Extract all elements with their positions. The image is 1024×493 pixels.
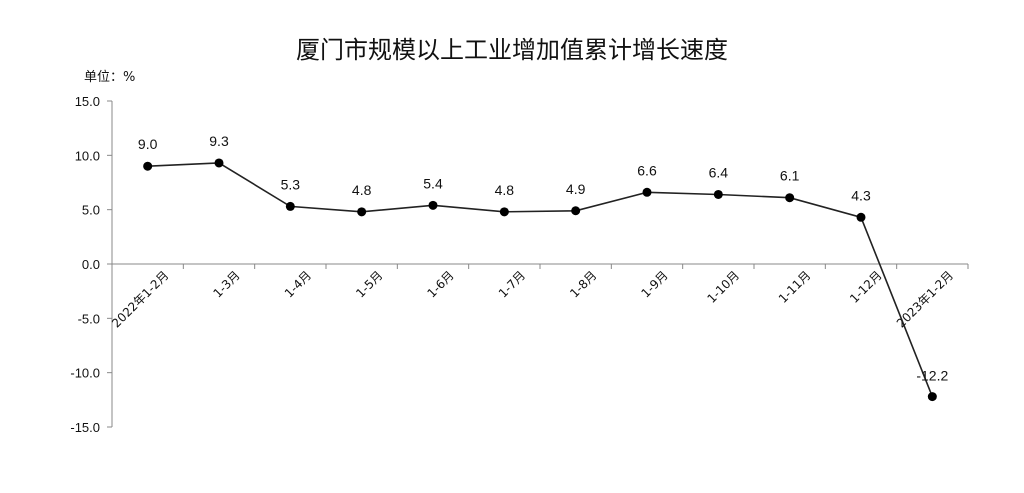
y-ticks: 15.0 10.0 5.0 0.0 -5.0 -10.0 -15.0	[70, 94, 112, 435]
data-markers	[143, 158, 937, 402]
data-label: 5.4	[423, 175, 443, 191]
y-tick-label: -5.0	[78, 311, 100, 326]
data-label: 4.3	[851, 187, 871, 203]
data-point	[856, 212, 866, 222]
data-point	[713, 189, 723, 199]
data-label: 4.8	[352, 182, 372, 198]
x-tick-label: 1-9月	[639, 268, 671, 300]
data-label: 4.8	[495, 182, 515, 198]
data-point	[785, 193, 795, 203]
data-label: 9.0	[138, 136, 158, 152]
data-label: 6.6	[637, 162, 657, 178]
data-point	[571, 206, 581, 216]
data-point	[357, 207, 367, 217]
y-tick-label: 5.0	[82, 203, 100, 218]
y-tick-label: 10.0	[75, 148, 100, 163]
y-tick-label: -15.0	[70, 420, 100, 435]
series-line	[147, 162, 934, 397]
x-tick-label: 1-11月	[776, 268, 814, 306]
unit-label: 单位：%	[84, 70, 135, 85]
x-tick-label: 1-5月	[353, 268, 385, 300]
data-label: 9.3	[209, 133, 229, 149]
x-tick-label: 1-4月	[282, 268, 314, 300]
x-tick-label: 1-10月	[704, 268, 742, 306]
data-point	[214, 158, 224, 168]
x-ticks: 2022年1-2月 1-3月 1-4月 1-5月 1-6月 1-7月 1-8月 1-9月 1-1…	[109, 264, 969, 331]
data-label: 6.1	[780, 168, 800, 184]
data-point	[927, 392, 937, 402]
data-label: 6.4	[709, 164, 729, 180]
data-point	[143, 161, 153, 171]
x-tick-label: 1-6月	[425, 268, 457, 300]
y-tick-label: 0.0	[82, 257, 100, 272]
y-tick-label: -10.0	[70, 366, 100, 381]
data-label: -12.2	[916, 368, 948, 384]
y-tick-label: 15.0	[75, 94, 100, 109]
x-tick-label: 1-12月	[847, 268, 885, 306]
x-tick-label: 1-8月	[567, 268, 599, 300]
data-point	[428, 200, 438, 210]
x-tick-label: 1-7月	[496, 268, 528, 300]
x-tick-label: 2022年1-2月	[109, 268, 171, 330]
data-labels: 9.0 9.3 5.3 4.8 5.4 4.8 4.9 6.6 6.4 6.1 4.3 -12.2	[138, 133, 949, 384]
data-label: 4.9	[566, 181, 586, 197]
x-tick-label: 1-3月	[211, 268, 243, 300]
data-label: 5.3	[281, 176, 301, 192]
data-point	[499, 207, 509, 217]
data-point	[642, 187, 652, 197]
data-point	[285, 201, 295, 211]
chart-title: 厦门市规模以上工业增加值累计增长速度	[296, 36, 728, 64]
